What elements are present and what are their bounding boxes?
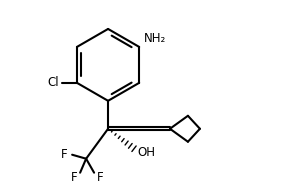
Text: Cl: Cl [47,76,59,89]
Text: NH₂: NH₂ [144,32,166,45]
Text: F: F [61,148,67,161]
Text: F: F [97,171,103,184]
Text: OH: OH [137,146,155,159]
Text: F: F [71,171,77,184]
